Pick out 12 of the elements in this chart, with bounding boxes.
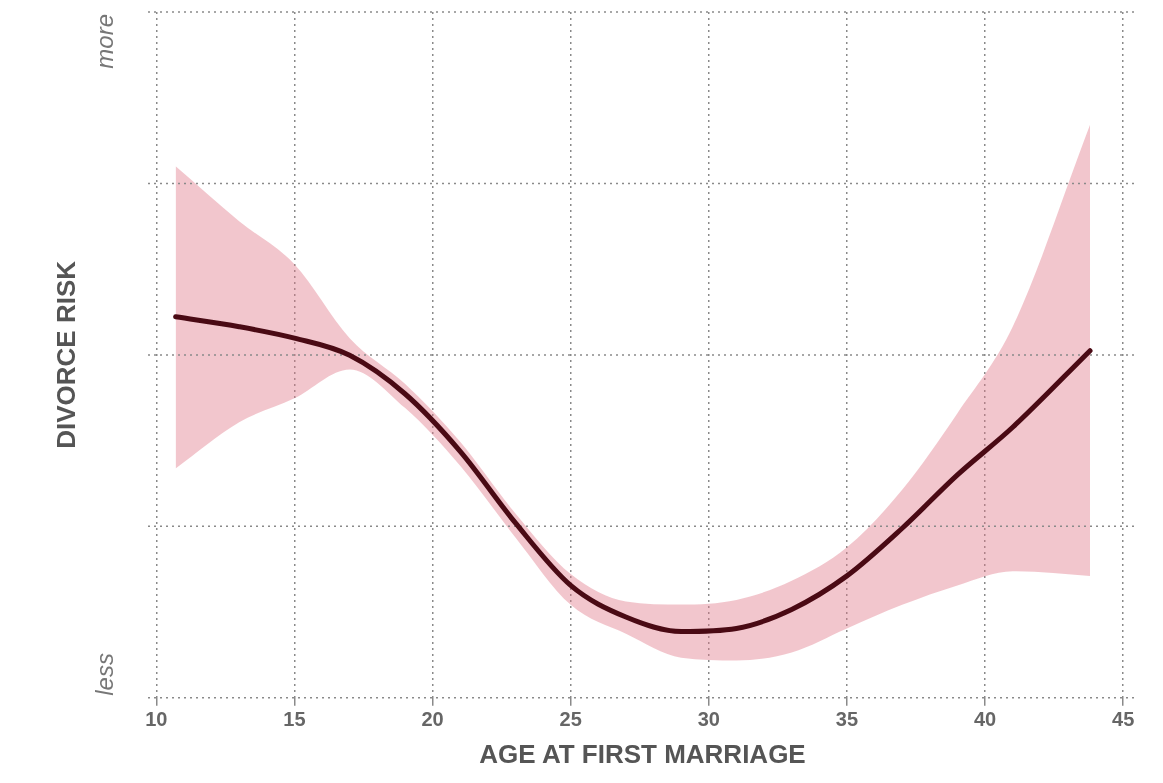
x-tick-label: 35 [835,708,859,731]
x-tick-label: 10 [145,708,168,731]
y-axis-title: DIVORCE RISK [51,260,82,449]
x-tick-label: 45 [1112,708,1135,731]
x-tick-label: 20 [421,708,444,731]
x-axis-title: AGE AT FIRST MARRIAGE [479,738,806,769]
text: more [90,14,118,69]
x-tick-label: 40 [973,708,997,731]
x-tick-label: 15 [283,708,306,731]
text: less [90,653,118,696]
x-tick-label: 30 [697,708,720,731]
x-tick-label: 25 [559,708,582,731]
